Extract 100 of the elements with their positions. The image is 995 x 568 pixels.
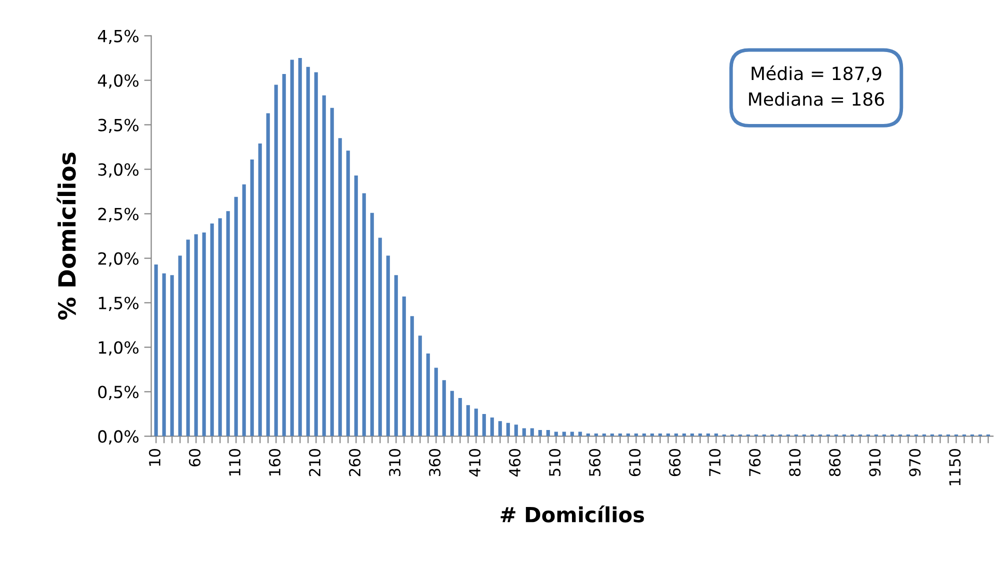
bar bbox=[714, 434, 718, 436]
y-tick-label: 4,5% bbox=[98, 30, 139, 44]
x-tick-label: 460 bbox=[508, 449, 521, 476]
y-tick-label: 4,0% bbox=[98, 74, 139, 89]
bar bbox=[522, 428, 526, 436]
bar bbox=[410, 316, 414, 436]
bar bbox=[330, 108, 334, 436]
bar bbox=[282, 74, 286, 436]
bar bbox=[314, 72, 318, 436]
bar bbox=[250, 159, 254, 436]
bar bbox=[306, 66, 310, 436]
bar bbox=[514, 424, 518, 436]
bar bbox=[338, 138, 342, 436]
bar bbox=[602, 434, 606, 436]
bar bbox=[386, 256, 390, 436]
y-tick-label: 1,0% bbox=[98, 341, 139, 356]
bar bbox=[666, 434, 670, 436]
bar bbox=[650, 434, 654, 436]
x-tick-label: 260 bbox=[348, 449, 361, 476]
bar bbox=[290, 60, 294, 436]
bar bbox=[298, 58, 302, 436]
bar bbox=[394, 275, 398, 436]
bar bbox=[690, 434, 694, 436]
bar bbox=[370, 212, 374, 436]
y-tick-label: 2,5% bbox=[98, 208, 139, 222]
bar bbox=[530, 428, 534, 436]
x-tick-label: 360 bbox=[428, 449, 441, 476]
x-tick-label: 660 bbox=[669, 449, 681, 476]
bar bbox=[426, 353, 430, 436]
bar bbox=[450, 390, 454, 436]
x-tick-label: 1150 bbox=[949, 449, 961, 486]
bar bbox=[154, 264, 158, 436]
bar bbox=[434, 368, 438, 436]
x-tick-label: 860 bbox=[829, 449, 841, 476]
bar bbox=[658, 434, 662, 436]
bar bbox=[218, 218, 222, 436]
bar bbox=[322, 95, 326, 436]
bar bbox=[618, 434, 622, 436]
bar bbox=[234, 196, 238, 436]
bar bbox=[170, 275, 174, 436]
bar bbox=[506, 422, 510, 436]
x-tick-label: 110 bbox=[228, 449, 240, 476]
bar bbox=[242, 184, 246, 436]
bar bbox=[474, 408, 478, 436]
bar bbox=[466, 405, 470, 436]
x-tick-label: 610 bbox=[629, 449, 641, 476]
annotation: Média = 187,9 Mediana = 186 bbox=[749, 66, 884, 106]
bar bbox=[634, 434, 638, 436]
bar bbox=[674, 434, 678, 436]
bar bbox=[498, 421, 502, 436]
x-tick-label: 210 bbox=[308, 449, 321, 476]
bar bbox=[226, 211, 230, 436]
x-tick-label: 810 bbox=[789, 449, 801, 476]
bar bbox=[546, 430, 550, 436]
bar bbox=[210, 224, 214, 436]
x-tick-label: 10 bbox=[148, 449, 160, 466]
bar bbox=[362, 193, 366, 436]
bar bbox=[642, 434, 646, 436]
bar bbox=[482, 414, 486, 436]
x-tick-label: 760 bbox=[749, 449, 761, 476]
x-axis-title: # Domicílios bbox=[500, 506, 644, 522]
bar bbox=[594, 434, 598, 436]
bar bbox=[442, 380, 446, 436]
bar bbox=[194, 234, 198, 436]
bar bbox=[274, 84, 278, 436]
bar bbox=[706, 434, 710, 436]
x-tick-label: 510 bbox=[549, 449, 561, 476]
x-tick-label: 710 bbox=[709, 449, 721, 476]
bar bbox=[162, 273, 166, 436]
bar bbox=[258, 143, 262, 436]
bar bbox=[202, 232, 206, 436]
x-tick-label: 160 bbox=[268, 449, 280, 476]
bar bbox=[682, 434, 686, 436]
bar bbox=[378, 238, 382, 436]
x-tick-label: 910 bbox=[869, 449, 881, 476]
y-axis-title: % Domicílios bbox=[56, 152, 76, 320]
bar bbox=[178, 256, 182, 436]
bar bbox=[418, 336, 422, 436]
bar bbox=[610, 434, 614, 436]
bar bbox=[698, 434, 702, 436]
y-tick-label: 0,5% bbox=[98, 386, 139, 400]
y-tick-label: 2,0% bbox=[98, 252, 139, 267]
bar bbox=[186, 240, 190, 436]
y-tick-label: 3,5% bbox=[98, 118, 139, 134]
bar bbox=[538, 430, 542, 436]
x-tick-label: 410 bbox=[468, 449, 481, 476]
bar bbox=[586, 434, 590, 436]
bar bbox=[490, 418, 494, 436]
bar bbox=[346, 150, 350, 436]
bar bbox=[402, 296, 406, 436]
bar bbox=[458, 398, 462, 436]
bar bbox=[266, 113, 270, 436]
x-tick-label: 60 bbox=[188, 449, 200, 466]
bar bbox=[354, 175, 358, 436]
bar bbox=[626, 434, 630, 436]
y-tick-label: 1,5% bbox=[98, 296, 139, 312]
x-tick-label: 310 bbox=[388, 449, 401, 476]
x-tick-label: 970 bbox=[909, 449, 921, 476]
x-tick-label: 560 bbox=[589, 449, 601, 476]
y-tick-label: 0,0% bbox=[98, 430, 139, 444]
